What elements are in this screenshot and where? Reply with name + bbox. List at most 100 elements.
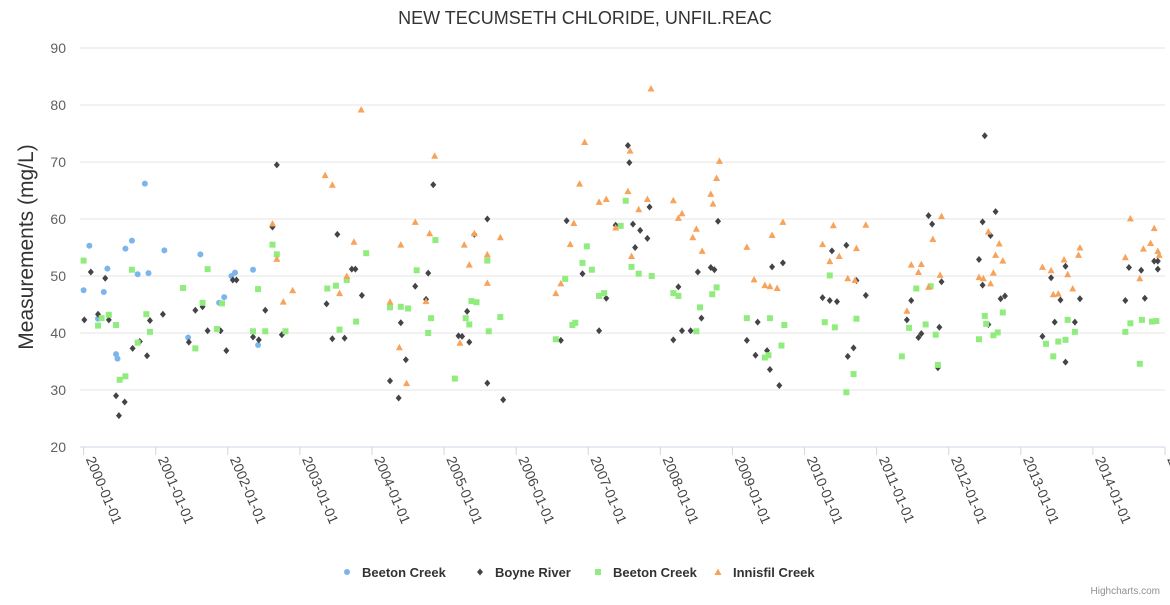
data-point [1062,262,1069,270]
data-point [395,343,403,351]
data-point [596,327,603,335]
legend-label[interactable]: Boyne River [495,565,571,580]
data-point [1064,316,1071,323]
legend-item[interactable]: Boyne River [477,565,571,580]
data-point [852,244,860,252]
data-point [766,315,773,322]
data-point [990,332,997,339]
data-point [1039,332,1046,340]
data-point [999,257,1007,264]
data-point [557,336,564,344]
data-point [1069,285,1077,292]
data-point [87,268,94,276]
y-tick-label: 60 [50,211,66,227]
data-point [853,315,860,322]
data-point [844,274,852,282]
data-point [1076,244,1084,251]
data-point [273,161,280,169]
data-point [1136,360,1143,367]
data-point [122,245,129,252]
data-point [769,263,776,271]
legend-label[interactable]: Beeton Creek [362,565,447,580]
data-point [678,209,686,217]
data-point [185,334,192,341]
data-point [332,282,339,289]
data-point [622,197,629,204]
data-point [898,353,905,360]
data-point [862,221,870,228]
data-point [562,275,569,282]
data-point [552,336,559,343]
data-point [915,334,922,342]
data-point [328,181,336,188]
data-point [455,332,462,340]
data-point [161,247,168,254]
data-point [86,242,93,249]
data-point [629,220,636,228]
data-point [979,218,986,226]
data-point [1076,295,1083,303]
data-point [1138,316,1145,323]
data-point [105,316,112,324]
data-point [466,321,473,328]
legend-label[interactable]: Innisfil Creek [733,565,815,580]
data-point [255,286,262,293]
data-point [843,241,850,249]
y-tick-label: 90 [50,40,66,56]
data-point [459,332,466,340]
data-point [626,159,633,167]
data-point [903,307,911,314]
data-point [483,250,491,258]
data-point [1153,318,1160,325]
legend-item[interactable]: Beeton Creek [595,565,698,580]
data-point [357,106,365,113]
data-point [387,304,393,311]
data-point [992,208,999,216]
data-point [1149,318,1156,325]
data-point [192,345,199,352]
data-point [95,322,102,329]
data-point [143,311,150,318]
data-point [903,316,910,324]
data-point [144,352,151,360]
data-point [914,268,922,276]
data-point [204,266,211,273]
data-point [1062,336,1069,343]
data-point [465,261,473,268]
data-point [425,330,432,336]
data-point [1155,251,1163,258]
data-point [397,319,404,327]
data-point [204,327,211,335]
data-point [105,311,112,318]
data-point [282,328,289,335]
data-point [675,283,682,291]
data-point [675,292,682,299]
data-point [431,152,439,159]
data-point [197,251,204,258]
legend-item[interactable]: Innisfil Creek [714,565,816,580]
data-point [1121,253,1129,261]
data-point [566,240,574,248]
data-point [669,196,677,204]
data-point [821,319,828,326]
data-point [670,290,677,297]
y-tick-label: 80 [50,97,66,113]
data-point [829,221,837,229]
legend-label[interactable]: Beeton Creek [613,565,698,580]
data-point [643,195,651,203]
data-point [628,252,636,260]
legend-item[interactable]: Beeton Creek [344,565,447,580]
data-point [601,290,608,297]
data-point [329,335,336,343]
data-point [635,205,643,213]
data-point [1074,251,1082,258]
data-point [80,287,87,294]
data-point [743,336,750,344]
data-point [484,257,491,264]
data-point [743,315,750,322]
credits-link[interactable]: Highcharts.com [1091,586,1160,597]
data-point [835,252,843,260]
y-tick-label: 30 [50,382,66,398]
data-point [579,259,586,266]
